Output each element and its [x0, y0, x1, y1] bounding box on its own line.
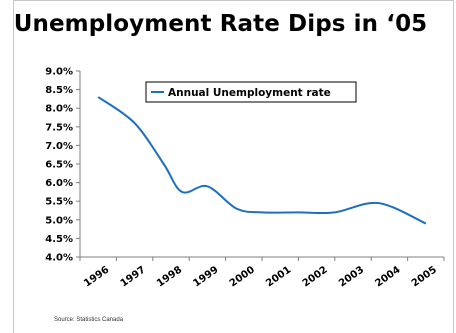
x-axis-group: 1996 1997 1998 1999 2000 2001 2002 2003 2004 2005	[79, 256, 445, 289]
y-tick-label: 7.5%	[45, 122, 73, 133]
y-tick-label: 9.0%	[45, 67, 73, 78]
slide-frame	[13, 0, 454, 333]
y-tick-label: 8.0%	[45, 104, 73, 115]
x-tick-label: 1999	[191, 264, 220, 289]
legend-box	[145, 81, 357, 103]
chart-title: Unemployment Rate Dips in ‘05	[13, 11, 428, 37]
y-axis-group: 9.0% 8.5% 8.0% 7.5% 7.0% 6.5% 6.0% 5.5% 5.0% 4.5%…	[45, 67, 81, 264]
y-tick-label: 4.5%	[45, 234, 73, 245]
y-tick-label: 6.5%	[45, 160, 73, 171]
y-tick-label: 6.0%	[45, 178, 73, 189]
x-tick-label: 2002	[301, 264, 330, 289]
legend-group: Annual Unemployment rate	[145, 81, 357, 103]
x-tick-label: 2000	[228, 264, 257, 289]
source-note: Source: Statistics Canada	[54, 317, 124, 323]
series-group	[97, 96, 427, 225]
y-tick-label: 7.0%	[45, 141, 73, 152]
x-tick-label: 1997	[119, 264, 148, 289]
x-tick-label: 2004	[373, 264, 402, 289]
legend-label: Annual Unemployment rate	[168, 87, 331, 99]
series-line	[97, 96, 427, 225]
x-tick-label: 2005	[410, 264, 439, 289]
x-tick-label: 1996	[82, 264, 111, 289]
y-tick-label: 5.0%	[45, 215, 73, 226]
x-tick-label: 2003	[337, 264, 366, 289]
x-tick-label: 2001	[264, 264, 293, 289]
y-tick-label: 5.5%	[45, 197, 73, 208]
x-tick-label: 1998	[155, 264, 184, 289]
y-tick-label: 8.5%	[45, 85, 73, 96]
y-tick-label: 4.0%	[45, 253, 73, 264]
